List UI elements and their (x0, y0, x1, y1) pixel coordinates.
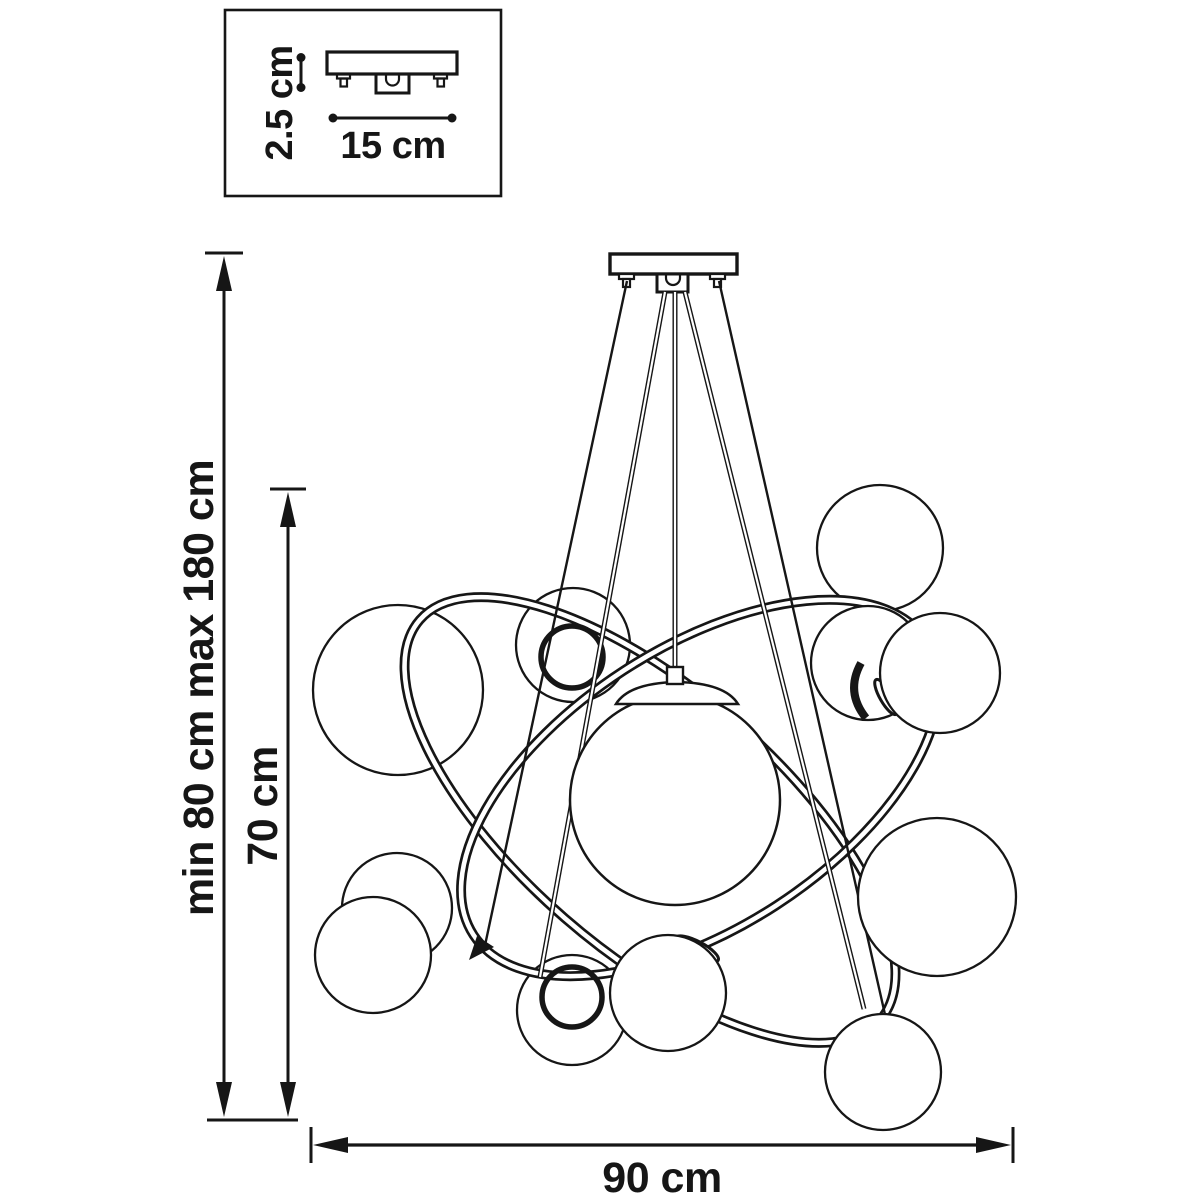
dimension-canopy-height: 2.5 cm (259, 45, 306, 161)
globe (608, 933, 728, 1053)
canopy-detail-box: 2.5 cm 15 cm (223, 8, 503, 198)
ring-end-loop (539, 964, 605, 1030)
cable-clamp (469, 936, 494, 960)
arrow-up (216, 256, 232, 291)
central-globe-cap (613, 680, 741, 706)
dimension-suspension-height: min 80 cm max 180 cm (175, 251, 298, 1122)
dimension-fixture-width: 90 cm (309, 1127, 1015, 1200)
arrow-left (313, 1137, 348, 1153)
globe-central (568, 693, 782, 907)
glass-globes-front (568, 611, 1018, 1132)
canopy-height-label: 2.5 cm (259, 45, 301, 160)
ceiling-canopy (608, 252, 739, 294)
suspension-set (469, 280, 893, 1042)
dim-dot (328, 113, 338, 123)
central-globe-stem (665, 665, 685, 686)
globe (311, 603, 485, 777)
chandelier-drawing (311, 252, 1018, 1132)
dim-dot (296, 53, 306, 62)
ring-end-loop (538, 623, 606, 691)
canopy-side-view-drawing (325, 50, 459, 95)
arrow-up (280, 492, 296, 527)
detail-box-border (223, 8, 503, 198)
suspension-range-label: min 80 cm max 180 cm (175, 460, 223, 916)
fixture-height-label: 70 cm (239, 746, 287, 865)
canopy-width-label: 15 cm (340, 125, 445, 167)
dim-dot (447, 113, 457, 123)
arrow-right (976, 1137, 1011, 1153)
dim-dot (296, 83, 306, 92)
globe (823, 1012, 943, 1132)
globe (313, 895, 433, 1015)
arrow-down (280, 1082, 296, 1117)
mount-crescent (850, 661, 870, 721)
globe (878, 611, 1002, 735)
dimension-fixture-height: 70 cm (239, 487, 306, 1117)
globe (856, 816, 1018, 978)
dimension-canopy-width: 15 cm (328, 113, 457, 167)
fixture-width-label: 90 cm (602, 1154, 721, 1200)
globe (815, 483, 945, 613)
arrow-down (216, 1082, 232, 1117)
suspension-cable-left (482, 280, 629, 951)
